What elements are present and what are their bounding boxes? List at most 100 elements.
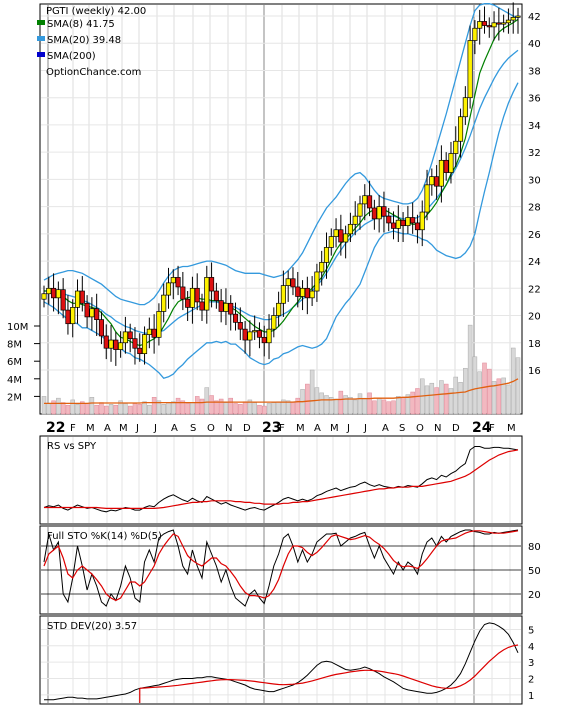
candle-body (55, 289, 61, 299)
candle-body (362, 195, 368, 205)
volume-bar (190, 402, 195, 415)
sma20-swatch (37, 36, 45, 41)
bb-upper-line (43, 3, 519, 306)
candle-body (180, 286, 186, 300)
candle-body (141, 334, 148, 355)
candle-body (266, 328, 272, 344)
volume-bar (357, 393, 363, 415)
volume-bar (257, 404, 262, 415)
volume-bar (443, 383, 449, 415)
bb-lower-line (43, 82, 519, 379)
price-tick-label: 40 (528, 39, 541, 50)
volume-bar (175, 397, 181, 415)
volume-bar (439, 380, 444, 415)
price-tick-label: 34 (528, 121, 541, 132)
x-month-label: N (434, 423, 441, 434)
candle-body (501, 22, 507, 25)
candle-body (376, 206, 382, 220)
volume-bar (75, 404, 80, 415)
x-year-label: 22 (46, 420, 65, 436)
candle-body (94, 308, 100, 320)
candle-body (84, 302, 90, 318)
candle-body (343, 233, 349, 243)
candle-body (189, 287, 195, 308)
candle-body (252, 330, 258, 333)
volume-bar (501, 377, 506, 415)
x-month-label: M (119, 423, 128, 434)
volume-tick-label: 10M (7, 322, 28, 333)
candle-body (304, 287, 310, 299)
volume-bar (487, 368, 492, 415)
rs-lines (43, 446, 519, 513)
candle-body (299, 287, 306, 297)
x-month-label: S (399, 423, 405, 434)
candle-body (127, 331, 133, 340)
volume-bar (180, 400, 186, 415)
rs-title: RS vs SPY (47, 441, 97, 452)
volume-bar (123, 403, 128, 415)
price-tick-label: 24 (528, 257, 541, 268)
x-year-label: 24 (472, 420, 492, 436)
candle-body (434, 176, 440, 187)
candle-body (395, 219, 401, 229)
candle-body (390, 222, 397, 229)
candle-body (70, 307, 76, 325)
x-month-label: D (452, 423, 460, 434)
candle-body (438, 159, 444, 187)
volume-bar (137, 404, 143, 415)
candle-body (496, 22, 502, 25)
candle-body (218, 300, 224, 312)
candle-body (256, 330, 263, 338)
volume-bar (453, 376, 459, 415)
candle-body (491, 22, 497, 28)
candle-body (419, 211, 425, 231)
candle-body (118, 342, 124, 350)
candle-body (457, 116, 464, 142)
price-tick-label: 30 (528, 175, 541, 186)
volume-bar (400, 397, 406, 415)
volume-bar (496, 378, 502, 415)
candle-body (156, 311, 162, 338)
sd-tick-label: 4 (528, 642, 534, 653)
volume-bar (142, 401, 147, 415)
volume-bar (285, 400, 291, 415)
volume-bar (458, 382, 463, 415)
candle-body (46, 287, 52, 295)
candle-body (122, 331, 128, 344)
volume-bar (247, 399, 253, 415)
candle-body (381, 206, 387, 217)
price-tick-label: 18 (528, 339, 541, 350)
volume-bar (118, 400, 123, 415)
x-month-label: F (489, 423, 495, 434)
rs-panel: RS vs SPY (39, 435, 523, 525)
volume-bar (295, 397, 301, 415)
volume-bar (261, 405, 267, 415)
x-month-label: J (346, 423, 350, 434)
candle-body (146, 328, 152, 335)
volume-bar (319, 392, 324, 415)
volume-bar (56, 397, 61, 415)
volume-bar (89, 397, 95, 415)
candle-body (338, 229, 344, 243)
x-month-label: O (207, 423, 215, 434)
candle-body (371, 207, 377, 220)
candle-body (429, 176, 435, 186)
sma8-swatch (37, 20, 45, 25)
volume-bar (348, 397, 353, 415)
candle-body (314, 271, 320, 292)
chart-title: PGTI (weekly) 42.00 (46, 6, 146, 17)
x-month-label: M (86, 423, 95, 434)
candle-body (486, 25, 492, 28)
volume-bar (218, 398, 224, 415)
price-y-axis: 16 18 20 22 24 26 28 30 32 34 36 38 40 42 (528, 12, 541, 377)
volume-bar (343, 395, 348, 415)
candle-body (199, 301, 205, 311)
volume-bar (381, 399, 387, 415)
candle-body (209, 277, 215, 292)
price-legend: PGTI (weekly) 42.00 SMA(8) 41.75 SMA(20)… (37, 6, 146, 78)
volume-bar (333, 398, 339, 415)
volume-bar (108, 404, 114, 415)
sto-tick-label: 50 (528, 566, 541, 577)
legend-sma20: SMA(20) 39.48 (47, 35, 121, 46)
volume-bar (367, 392, 372, 415)
